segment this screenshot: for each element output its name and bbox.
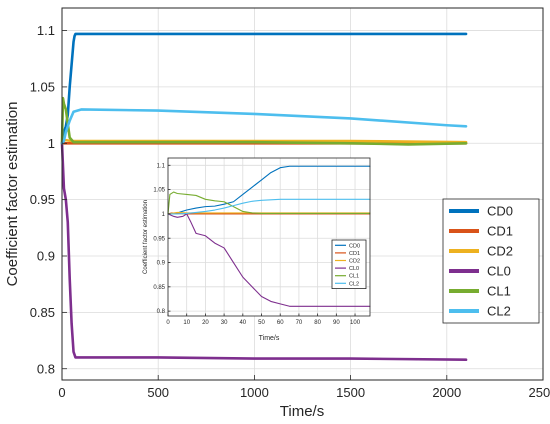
inset-series-line-cd0: [167, 165, 371, 215]
inset-x-tick-label: 80: [314, 320, 321, 326]
inset-series-line-cl0: [167, 213, 371, 307]
main-plot-frame: [61, 7, 544, 381]
inset-chart: 0 10 20 30 40 50 60 70 80 90 100 0.8 0.85 0.9 0.95 1 1.0…: [143, 157, 371, 342]
main-legend-box: [442, 198, 540, 324]
inset-series-line-cl1: [167, 191, 371, 215]
inset-y-tick-label: 0.9: [157, 261, 166, 267]
inset-x-tick-label: 20: [202, 320, 209, 326]
main-legend-label-cl1: CL1: [487, 284, 511, 299]
main-legend-label-cl0: CL0: [487, 264, 511, 279]
inset-legend-box: [331, 239, 367, 289]
inset-y-tick-label: 0.8: [157, 309, 166, 315]
main-y-tick-label: 1.1: [37, 23, 55, 38]
main-x-tick-label: 1500: [336, 385, 365, 400]
inset-x-tick-label: 30: [221, 320, 228, 326]
inset-y-tick-label: 1.1: [157, 163, 166, 169]
main-x-tick-label: 500: [147, 385, 169, 400]
inset-series-lines: [167, 165, 371, 307]
inset-x-tick-label: 40: [239, 320, 246, 326]
inset-ticks: 0 10 20 30 40 50 60 70 80 90 100 0.8 0.85 0.9 0.95 1 1.0…: [153, 163, 360, 326]
inset-y-tick-label: 0.85: [153, 285, 165, 291]
inset-y-axis-label: Coefficient factor estimation: [143, 200, 149, 274]
main-y-tick-label: 0.85: [30, 305, 55, 320]
inset-x-tick-label: 0: [166, 320, 170, 326]
main-y-axis-label: Coefficient factor estimation: [4, 102, 21, 287]
main-y-tick-label: 0.95: [30, 192, 55, 207]
main-y-tick-label: 1.05: [30, 79, 55, 94]
inset-x-axis-label: Time/s: [259, 335, 280, 342]
inset-plot-frame: [167, 157, 371, 317]
inset-x-tick-label: 70: [296, 320, 303, 326]
main-series-lines: [60, 32, 468, 362]
inset-y-tick-label: 1: [162, 212, 166, 218]
main-x-tick-label: 1000: [240, 385, 269, 400]
inset-x-tick-label: 10: [183, 320, 190, 326]
inset-legend-label-cl0: CL0: [349, 266, 359, 272]
inset-legend-label-cd0: CD0: [349, 243, 360, 249]
main-legend: CD0 CD1 CD2 CL0 CL1 CL2: [442, 198, 540, 324]
inset-x-tick-label: 90: [333, 320, 340, 326]
main-series-line-cl1: [60, 96, 468, 146]
main-x-axis-label: Time/s: [280, 403, 324, 420]
main-legend-label-cd0: CD0: [487, 204, 513, 219]
inset-x-tick-label: 50: [258, 320, 265, 326]
main-series-line-cd0: [60, 32, 468, 145]
main-y-tick-label: 0.8: [37, 361, 55, 376]
inset-legend-label-cd2: CD2: [349, 258, 360, 264]
inset-legend-label-cl2: CL2: [349, 281, 359, 287]
main-legend-label-cl2: CL2: [487, 304, 511, 319]
inset-plot-area: [168, 158, 370, 316]
main-y-tick-label: 0.9: [37, 249, 55, 264]
main-legend-label-cd1: CD1: [487, 224, 513, 239]
main-series-line-cl2: [60, 108, 468, 145]
main-ticks: 050010001500200025000.80.850.90.9511.051…: [30, 23, 550, 400]
inset-series-line-cl2: [167, 198, 371, 215]
main-x-tick-label: 2000: [432, 385, 461, 400]
inset-y-tick-label: 0.95: [153, 236, 165, 242]
inset-x-tick-label: 60: [277, 320, 284, 326]
inset-legend-label-cd1: CD1: [349, 251, 360, 257]
main-x-tick-label: 0: [58, 385, 65, 400]
main-legend-label-cd2: CD2: [487, 244, 513, 259]
inset-x-tick-label: 100: [350, 320, 361, 326]
inset-legend-label-cl1: CL1: [349, 274, 359, 280]
main-y-tick-label: 1: [48, 136, 55, 151]
inset-y-tick-label: 1.05: [153, 188, 165, 194]
